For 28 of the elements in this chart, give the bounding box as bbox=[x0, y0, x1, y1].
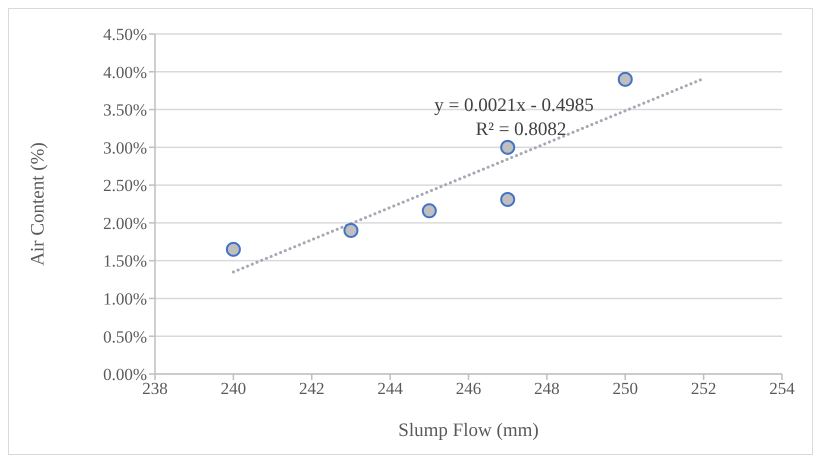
point bbox=[500, 140, 516, 155]
x-tick-label: 242 bbox=[299, 379, 324, 398]
point bbox=[226, 242, 241, 257]
point bbox=[500, 192, 516, 207]
annotation: y = 0.0021x - 0.4985 bbox=[434, 95, 594, 117]
y-tick-label: 2.50% bbox=[103, 176, 147, 196]
y-tick-label: 3.50% bbox=[103, 100, 147, 120]
x-tick-label: 250 bbox=[612, 379, 638, 398]
x-tick-label: 238 bbox=[142, 379, 168, 398]
y-tick-label: 1.50% bbox=[103, 252, 147, 271]
x-tick-label: 248 bbox=[534, 379, 560, 398]
point bbox=[422, 203, 437, 218]
point bbox=[343, 222, 358, 238]
x-tick-label: 244 bbox=[377, 379, 404, 398]
y-tick-label: 1.00% bbox=[103, 289, 147, 308]
x-tick-label: 240 bbox=[220, 379, 246, 398]
annotation: R² = 0.8082 bbox=[476, 119, 566, 141]
y-tick-label: 0.50% bbox=[103, 327, 147, 346]
x-tick-label: 252 bbox=[690, 379, 716, 398]
point bbox=[618, 72, 633, 87]
x-axis-title: Slump Flow (mm) bbox=[398, 420, 539, 441]
y-tick-label: 2.00% bbox=[103, 214, 147, 233]
y-tick-label: 4.50% bbox=[103, 25, 147, 44]
y-axis-title: Air Content (%) bbox=[28, 142, 49, 266]
x-tick-label: 246 bbox=[456, 379, 482, 398]
x-tick-label: 254 bbox=[769, 379, 796, 398]
y-tick-label: 3.00% bbox=[103, 138, 147, 158]
y-tick-label: 4.00% bbox=[103, 62, 147, 82]
